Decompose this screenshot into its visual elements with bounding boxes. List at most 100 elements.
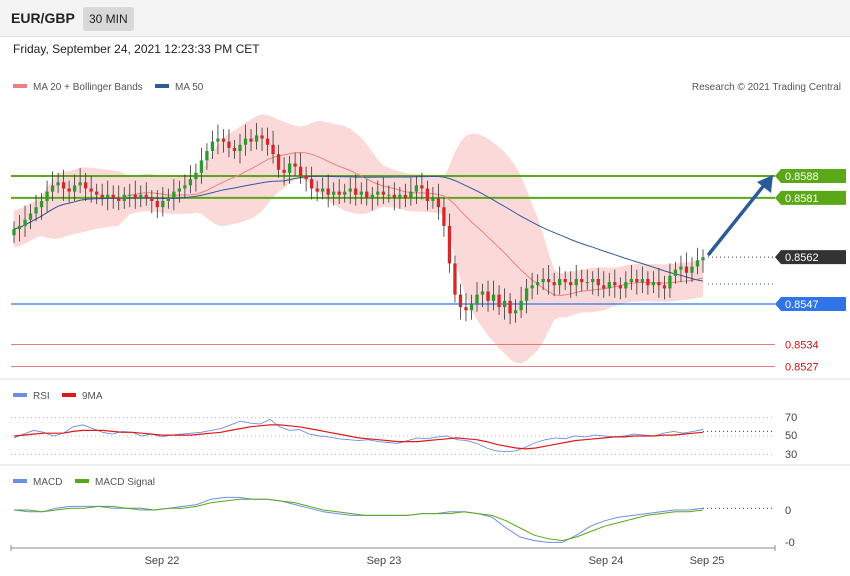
candle-body xyxy=(139,194,143,198)
candle-body xyxy=(50,185,55,192)
candle-body xyxy=(602,285,606,289)
candle-body xyxy=(613,282,617,286)
candle-body xyxy=(596,279,600,286)
candle-body xyxy=(304,176,308,180)
candle-body xyxy=(398,194,402,198)
candle-body xyxy=(513,310,518,314)
legend-swatch-rsi xyxy=(13,393,27,397)
macd-tick-neg: -0 xyxy=(785,537,795,549)
level-label: 0.8562 xyxy=(785,252,819,264)
rsi-legend: RSI 9MA xyxy=(13,391,103,402)
candle-body xyxy=(552,282,556,286)
rsi-tick-30: 30 xyxy=(785,449,797,461)
candle-body xyxy=(309,179,314,189)
macd-line xyxy=(13,496,704,543)
candle-body xyxy=(276,154,281,170)
rsi-line xyxy=(13,418,704,453)
candle-body xyxy=(45,191,49,201)
candle-body xyxy=(287,163,292,173)
candle-body xyxy=(56,182,60,186)
timeframe-button[interactable]: 30 MIN xyxy=(83,7,134,31)
macd-legend: MACD MACD Signal xyxy=(13,477,155,488)
candle-body xyxy=(684,266,689,273)
candle-body xyxy=(238,144,242,152)
candle-body xyxy=(227,141,231,148)
candle-body xyxy=(72,185,77,192)
candle-body xyxy=(580,279,584,283)
candle-body xyxy=(210,141,215,152)
candle-body xyxy=(17,225,22,230)
legend-label-rsi: RSI xyxy=(33,391,50,402)
candle-body xyxy=(370,194,374,198)
candle-body xyxy=(117,197,121,201)
legend-swatch-macd xyxy=(13,479,27,483)
candle-body xyxy=(618,285,622,289)
candle-body xyxy=(508,300,512,314)
candle-body xyxy=(690,266,694,273)
macd-panel xyxy=(13,496,775,543)
candle-body xyxy=(558,279,562,286)
candle-body xyxy=(591,279,595,283)
candle-body xyxy=(128,194,132,196)
candle-body xyxy=(23,219,27,226)
price-legend: MA 20 + Bollinger Bands MA 50 xyxy=(13,82,204,93)
candle-body xyxy=(216,138,220,142)
legend-label-rsi-ma: 9MA xyxy=(82,391,103,402)
candle-body xyxy=(497,294,501,308)
candle-body xyxy=(701,257,705,261)
level-label: 0.8547 xyxy=(785,299,819,311)
candle-body xyxy=(144,194,148,198)
x-tick-label: Sep 22 xyxy=(145,555,180,567)
candle-body xyxy=(221,138,226,142)
credit-text: Research © 2021 Trading Central xyxy=(692,82,841,93)
legend-swatch-rsi-ma xyxy=(62,393,76,397)
candle-body xyxy=(657,282,661,286)
candle-body xyxy=(28,213,33,220)
x-tick-label: Sep 24 xyxy=(589,555,624,567)
candle-body xyxy=(662,285,667,289)
chart-header: EUR/GBP 30 MIN xyxy=(0,0,850,37)
candle-body xyxy=(155,200,159,208)
candle-body xyxy=(425,188,430,201)
candle-body xyxy=(530,285,534,289)
forecast-arrow-shaft xyxy=(707,182,767,256)
legend-label-macd: MACD xyxy=(33,477,62,488)
candle-body xyxy=(122,194,126,201)
candle-body xyxy=(436,197,441,208)
candle-body xyxy=(365,191,369,198)
candle-body xyxy=(585,282,589,284)
rsi-tick-50: 50 xyxy=(785,430,797,442)
candle-body xyxy=(133,194,137,198)
candle-body xyxy=(293,163,297,167)
candle-body xyxy=(34,207,38,214)
candle-body xyxy=(475,294,479,304)
candle-body xyxy=(199,160,204,173)
candle-body xyxy=(381,191,385,195)
candle-body xyxy=(61,182,66,189)
candle-body xyxy=(298,166,303,176)
candle-body xyxy=(161,200,165,208)
candle-body xyxy=(177,188,182,192)
candle-body xyxy=(519,300,523,311)
candle-body xyxy=(403,194,408,198)
candle-body xyxy=(502,300,507,308)
rsi-tick-70: 70 xyxy=(785,412,797,424)
level-tag-current xyxy=(775,250,846,265)
candle-body xyxy=(409,191,413,198)
candle-body xyxy=(84,182,88,189)
candle-body xyxy=(100,194,104,198)
rsi-ma-line xyxy=(13,424,704,450)
candle-body xyxy=(205,151,209,161)
candle-body xyxy=(111,194,115,198)
candle-body xyxy=(194,172,198,180)
candle-body xyxy=(282,169,286,173)
candle-body xyxy=(679,266,683,270)
candle-body xyxy=(321,188,325,192)
candle-body xyxy=(188,179,193,186)
candlesticks xyxy=(12,122,705,325)
candle-body xyxy=(640,279,645,283)
candle-body xyxy=(232,147,237,152)
candle-body xyxy=(249,138,253,142)
candle-body xyxy=(541,279,545,283)
